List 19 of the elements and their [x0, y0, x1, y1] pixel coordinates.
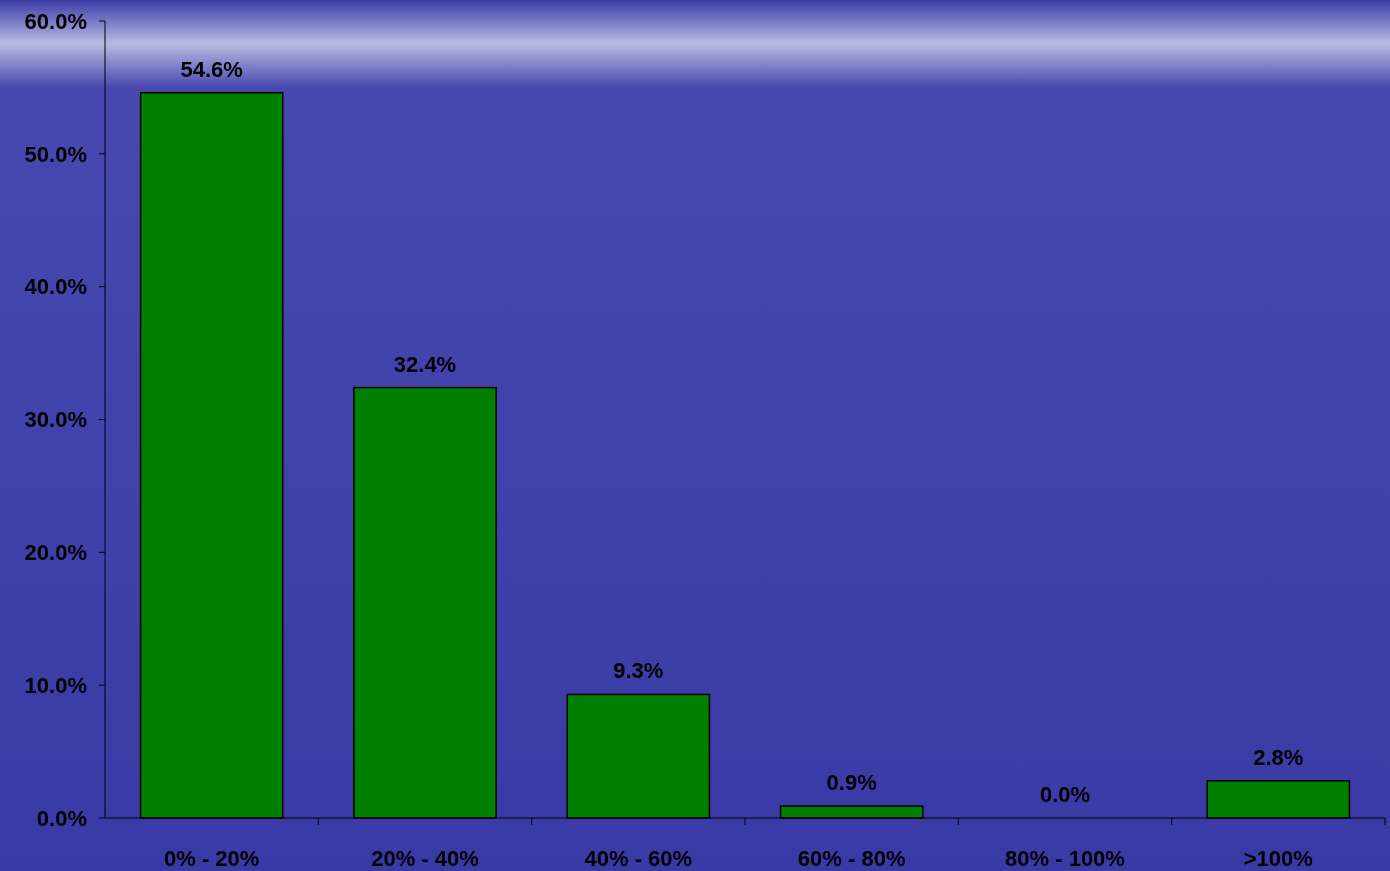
- x-tick-label: 20% - 40%: [371, 846, 479, 871]
- y-tick-label: 60.0%: [24, 8, 87, 34]
- x-tick-label: 0% - 20%: [163, 846, 260, 871]
- y-tick-label: 50.0%: [24, 141, 87, 167]
- data-label: 32.4%: [393, 351, 457, 377]
- data-label: 2.8%: [1253, 744, 1304, 770]
- x-tick-label: 40% - 60%: [584, 846, 693, 871]
- x-tick-label: 60% - 80%: [797, 846, 906, 871]
- data-label: 54.6%: [180, 56, 243, 82]
- y-tick-label: 0.0%: [36, 805, 87, 831]
- data-label: 0.9%: [826, 770, 877, 796]
- data-label: 0.0%: [1039, 782, 1091, 807]
- data-label: 9.3%: [613, 658, 664, 684]
- y-tick-label: 20.0%: [24, 540, 87, 566]
- y-tick-label: 30.0%: [24, 407, 87, 433]
- y-tick-label: 10.0%: [24, 672, 87, 698]
- y-tick-label: 40.0%: [24, 274, 87, 300]
- x-tick-label: >100%: [1243, 846, 1313, 871]
- x-tick-label: 80% - 100%: [1005, 846, 1125, 871]
